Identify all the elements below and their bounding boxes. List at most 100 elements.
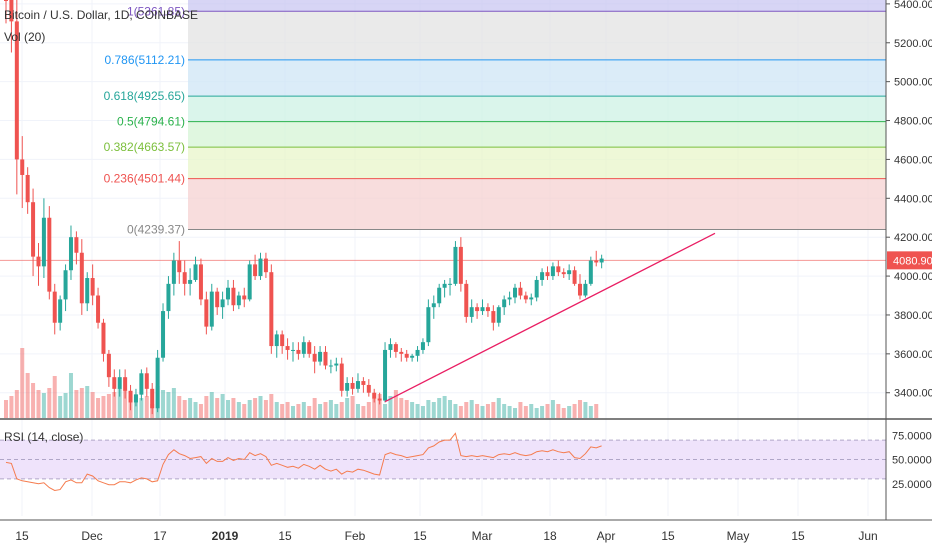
candle[interactable]	[415, 346, 420, 362]
candle[interactable]	[133, 388, 138, 407]
candle[interactable]	[150, 383, 155, 415]
candle[interactable]	[583, 279, 588, 298]
candle[interactable]	[328, 359, 333, 374]
candle[interactable]	[480, 299, 485, 315]
candle[interactable]	[171, 252, 176, 296]
candle[interactable]	[166, 276, 171, 319]
symbol-title[interactable]: Bitcoin / U.S. Dollar, 1D, COINBASE	[4, 8, 199, 22]
candle[interactable]	[231, 279, 236, 312]
candle[interactable]	[128, 384, 133, 411]
candle[interactable]	[204, 291, 209, 335]
candle[interactable]	[345, 377, 350, 397]
candle[interactable]	[226, 279, 231, 306]
candle[interactable]	[47, 206, 52, 300]
candle[interactable]	[285, 338, 290, 360]
candle[interactable]	[577, 274, 582, 300]
candle[interactable]	[475, 303, 480, 319]
candle[interactable]	[318, 346, 323, 366]
candle[interactable]	[366, 379, 371, 397]
candlestick-series[interactable]	[4, 0, 604, 415]
candle[interactable]	[139, 369, 144, 401]
rsi-study-label[interactable]: RSI (14, close)	[4, 430, 84, 444]
candle[interactable]	[437, 283, 442, 308]
candle[interactable]	[442, 279, 447, 298]
candle[interactable]	[106, 349, 111, 387]
candle[interactable]	[388, 338, 393, 358]
candle[interactable]	[307, 340, 312, 358]
candle[interactable]	[236, 291, 241, 310]
candle[interactable]	[323, 346, 328, 370]
candle[interactable]	[41, 198, 46, 279]
volume-study-label[interactable]: Vol (20)	[4, 30, 46, 44]
candle[interactable]	[155, 349, 160, 413]
candle[interactable]	[410, 353, 415, 362]
candle[interactable]	[263, 252, 268, 279]
candle[interactable]	[372, 388, 377, 403]
candle[interactable]	[361, 377, 366, 393]
candle[interactable]	[513, 283, 518, 304]
candle[interactable]	[269, 264, 274, 354]
candle[interactable]	[144, 367, 149, 397]
candle[interactable]	[420, 338, 425, 354]
candle[interactable]	[350, 377, 355, 395]
candle[interactable]	[112, 369, 117, 397]
candle[interactable]	[58, 295, 63, 331]
candle[interactable]	[561, 268, 566, 279]
candle[interactable]	[464, 279, 469, 323]
candle[interactable]	[312, 346, 317, 374]
candle[interactable]	[540, 268, 545, 286]
candle[interactable]	[545, 266, 550, 280]
candle[interactable]	[253, 254, 258, 280]
candle[interactable]	[123, 369, 128, 399]
candle[interactable]	[177, 241, 182, 284]
candle[interactable]	[588, 256, 593, 286]
candle[interactable]	[280, 330, 285, 354]
candle[interactable]	[458, 237, 463, 292]
candle[interactable]	[215, 287, 220, 315]
candle[interactable]	[247, 260, 252, 302]
candle[interactable]	[518, 281, 523, 300]
candle[interactable]	[161, 303, 166, 362]
candle[interactable]	[25, 167, 30, 214]
candle[interactable]	[399, 348, 404, 362]
candle[interactable]	[502, 295, 507, 315]
candle[interactable]	[339, 357, 344, 397]
candle[interactable]	[496, 305, 501, 327]
trendline-drawing[interactable]	[384, 232, 716, 403]
candle[interactable]	[404, 349, 409, 362]
candle[interactable]	[567, 264, 572, 280]
candle[interactable]	[79, 239, 84, 315]
candle[interactable]	[198, 258, 203, 306]
candle[interactable]	[599, 254, 604, 269]
candle[interactable]	[383, 342, 388, 403]
trendline[interactable]	[384, 232, 716, 403]
candle[interactable]	[85, 272, 90, 312]
candle[interactable]	[193, 256, 198, 282]
candle[interactable]	[448, 278, 453, 296]
candle[interactable]	[90, 264, 95, 306]
candle[interactable]	[74, 231, 79, 265]
candle[interactable]	[52, 283, 57, 335]
candle[interactable]	[431, 295, 436, 319]
candle[interactable]	[63, 264, 68, 312]
candle[interactable]	[258, 252, 263, 280]
candle[interactable]	[594, 250, 599, 267]
candle[interactable]	[182, 260, 187, 296]
candle[interactable]	[355, 373, 360, 393]
candle[interactable]	[296, 342, 301, 360]
candle[interactable]	[469, 299, 474, 323]
candle[interactable]	[534, 276, 539, 302]
candle[interactable]	[550, 262, 555, 280]
candle[interactable]	[334, 357, 339, 372]
candle[interactable]	[101, 318, 106, 362]
candle[interactable]	[572, 266, 577, 286]
candle[interactable]	[14, 0, 19, 195]
candle[interactable]	[36, 243, 41, 286]
candle[interactable]	[491, 305, 496, 331]
current-price-badge[interactable]	[887, 251, 932, 270]
candle[interactable]	[188, 268, 193, 296]
candle[interactable]	[523, 291, 528, 304]
rsi-pane[interactable]	[0, 432, 886, 492]
candle[interactable]	[301, 336, 306, 358]
